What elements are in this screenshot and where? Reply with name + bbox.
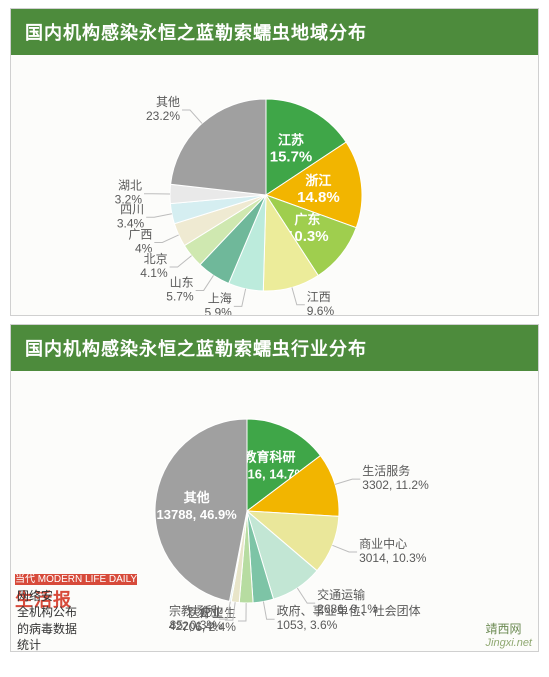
leader-line [335, 479, 360, 484]
slice-label-outside: 宗教场所85, 0.3% [169, 603, 217, 632]
wm-right-en: Jingxi.net [486, 637, 532, 649]
industry-pie-title: 国内机构感染永恒之蓝勒索蠕虫行业分布 [11, 325, 538, 371]
region-pie-panel: 国内机构感染永恒之蓝勒索蠕虫地域分布 江苏15.7%浙江14.8%广东10.3%… [10, 8, 539, 316]
caption-l3: 的病毒数据 [17, 622, 77, 636]
watermark-right: 靖西网 Jingxi.net [486, 620, 532, 649]
slice-value-inside: 15.7% [270, 149, 313, 166]
leader-line [154, 235, 178, 242]
slice-label-outside: 广西4% [128, 227, 152, 255]
caption-l2: 全机构公布 [17, 605, 77, 619]
leader-line [170, 256, 192, 267]
leader-line [238, 603, 246, 621]
slice-label-outside: 其他23.2% [146, 95, 180, 123]
slice-value-inside: 13788, 46.9% [157, 507, 238, 522]
slice-label-outside: 江西9.6% [307, 290, 335, 315]
leader-line [263, 602, 274, 620]
industry-pie-chart: 教育科研4316, 14.7%生活服务3302, 11.2%商业中心3014, … [11, 371, 538, 651]
pie-slice [171, 99, 266, 195]
slice-label-outside: 生活服务3302, 11.2% [362, 463, 429, 492]
slice-label-outside: 湖北3.2% [115, 178, 143, 207]
wm-brand-cn: 当代 [15, 574, 35, 585]
slice-label-outside: 上海5.9% [204, 290, 232, 315]
leader-line [234, 289, 246, 307]
leader-line [146, 214, 172, 218]
slice-label-outside: 政府、事业单位、社会团体1053, 3.6% [277, 603, 421, 632]
leader-line [292, 287, 305, 304]
slice-label-inside: 广东 [294, 212, 320, 227]
caption-l4: 统计 [17, 638, 41, 652]
leader-line [196, 275, 214, 290]
caption-l1: 网络安 [17, 589, 53, 603]
leader-line [182, 110, 202, 123]
leader-line [332, 545, 357, 552]
slice-label-outside: 山东5.7% [166, 275, 194, 303]
region-pie-title: 国内机构感染永恒之蓝勒索蠕虫地域分布 [11, 9, 538, 55]
slice-label-inside: 教育科研 [243, 450, 296, 465]
slice-label-outside: 北京4.1% [140, 252, 168, 280]
slice-value-inside: 14.8% [297, 189, 340, 206]
slice-label-inside: 其他 [184, 490, 210, 505]
wm-right-cn: 靖西网 [486, 620, 532, 637]
slice-label-outside: 商业中心3014, 10.3% [359, 536, 427, 565]
region-pie-chart: 江苏15.7%浙江14.8%广东10.3%江西9.6%上海5.9%山东5.7%北… [11, 55, 538, 315]
region-pie-svg: 江苏15.7%浙江14.8%广东10.3%江西9.6%上海5.9%山东5.7%北… [11, 55, 540, 315]
slice-label-inside: 浙江 [305, 173, 331, 188]
leader-line [297, 588, 315, 603]
slice-label-inside: 江苏 [278, 133, 304, 148]
caption: 网络安 全机构公布 的病毒数据 统计 [17, 588, 77, 653]
industry-pie-panel: 国内机构感染永恒之蓝勒索蠕虫行业分布 教育科研4316, 14.7%生活服务33… [10, 324, 539, 652]
wm-brand-en: MODERN LIFE DAILY [38, 574, 137, 585]
